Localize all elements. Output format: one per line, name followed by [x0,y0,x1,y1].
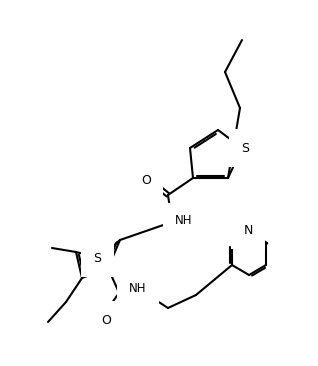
Text: NH: NH [129,283,147,295]
Text: N: N [243,224,253,236]
Text: O: O [101,314,111,326]
Text: S: S [241,142,249,154]
Text: O: O [141,173,151,187]
Text: NH: NH [175,214,192,228]
Text: S: S [93,251,101,265]
